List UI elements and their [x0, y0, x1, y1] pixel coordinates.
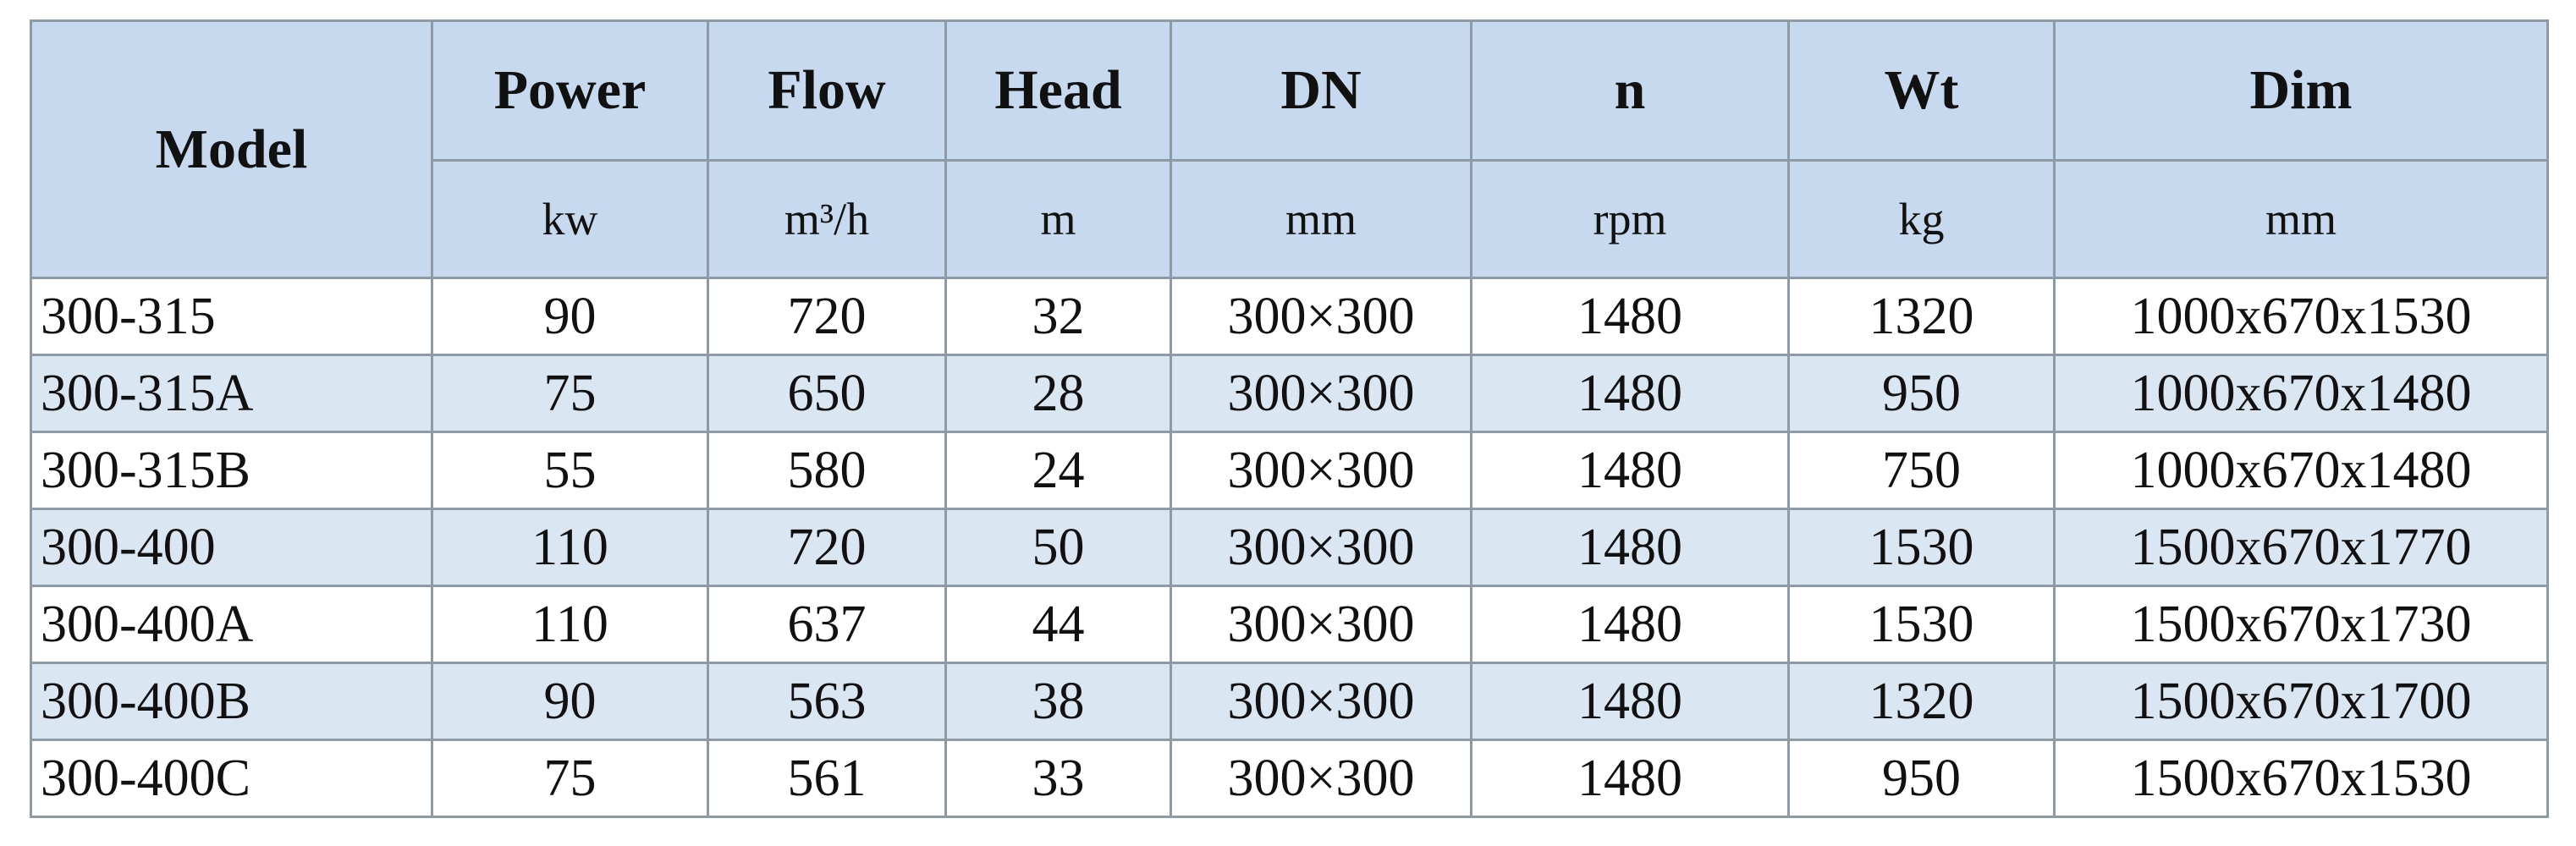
unit-header: kw: [431, 159, 709, 279]
table-cell: 1500x670x1730: [2053, 585, 2549, 664]
table-cell: 300-315: [30, 277, 433, 356]
table-row: 300-315B 55 580 24 300×300 1480 750 1000x670x14…: [30, 431, 2549, 510]
table-header: Model Power Flow Head DN n Wt Dim kw m³/h m mm rpm k…: [30, 19, 2549, 279]
table-row: 300-315A 75 650 28 300×300 1480 950 1000x670x14…: [30, 354, 2549, 433]
table-cell: 720: [707, 277, 947, 356]
unit-header: rpm: [1470, 159, 1790, 279]
table-cell: 28: [944, 354, 1172, 433]
table-row: 300-315 90 720 32 300×300 1480 1320 1000x670x15…: [30, 277, 2549, 356]
table-cell: 1500x670x1770: [2053, 508, 2549, 587]
table-cell: 110: [431, 585, 709, 664]
table-cell: 1480: [1470, 585, 1790, 664]
column-header: n: [1470, 19, 1790, 162]
unit-header: mm: [2053, 159, 2549, 279]
table-cell: 300-315B: [30, 431, 433, 510]
table-cell: 720: [707, 508, 947, 587]
table-cell: 75: [431, 354, 709, 433]
table-cell: 300×300: [1170, 431, 1472, 510]
table-cell: 110: [431, 508, 709, 587]
table-cell: 950: [1787, 739, 2056, 818]
table-cell: 1480: [1470, 354, 1790, 433]
table-row: 300-400B 90 563 38 300×300 1480 1320 1500x670x1…: [30, 662, 2549, 741]
table-cell: 90: [431, 277, 709, 356]
table-cell: 90: [431, 662, 709, 741]
table-cell: 300-400C: [30, 739, 433, 818]
table-cell: 563: [707, 662, 947, 741]
table-cell: 650: [707, 354, 947, 433]
column-header: Dim: [2053, 19, 2549, 162]
column-header: Power: [431, 19, 709, 162]
table-cell: 300-400B: [30, 662, 433, 741]
table-cell: 33: [944, 739, 1172, 818]
table-cell: 300×300: [1170, 662, 1472, 741]
unit-header: mm: [1170, 159, 1472, 279]
header-row: Model Power Flow Head DN n Wt Dim: [30, 19, 2549, 279]
table-cell: 50: [944, 508, 1172, 587]
table-cell: 1500x670x1700: [2053, 662, 2549, 741]
table-cell: 32: [944, 277, 1172, 356]
table-cell: 1000x670x1530: [2053, 277, 2549, 356]
column-header: DN: [1170, 19, 1472, 162]
table-cell: 950: [1787, 354, 2056, 433]
table-cell: 1480: [1470, 662, 1790, 741]
table-cell: 1480: [1470, 431, 1790, 510]
table-cell: 300×300: [1170, 277, 1472, 356]
table-cell: 24: [944, 431, 1172, 510]
table-cell: 1480: [1470, 277, 1790, 356]
table-cell: 750: [1787, 431, 2056, 510]
table-cell: 300-400: [30, 508, 433, 587]
table-cell: 580: [707, 431, 947, 510]
table-row: 300-400C 75 561 33 300×300 1480 950 1500x670x15…: [30, 739, 2549, 818]
table-cell: 300×300: [1170, 585, 1472, 664]
table-cell: 1000x670x1480: [2053, 354, 2549, 433]
table-cell: 637: [707, 585, 947, 664]
column-header: Wt: [1787, 19, 2056, 162]
table-cell: 300×300: [1170, 508, 1472, 587]
table-cell: 1480: [1470, 739, 1790, 818]
unit-header: m³/h: [707, 159, 947, 279]
units-row: kw m³/h m mm rpm kg mm: [31, 159, 2549, 279]
table-cell: 55: [431, 431, 709, 510]
table-cell: 300×300: [1170, 739, 1472, 818]
table-cell: 38: [944, 662, 1172, 741]
table-row: 300-400 110 720 50 300×300 1480 1530 1500x670x1…: [30, 508, 2549, 587]
table-cell: 300-400A: [30, 585, 433, 664]
spec-table: Model Power Flow Head DN n Wt Dim kw m³/h m mm rpm k…: [30, 19, 2549, 818]
column-header: Model: [30, 19, 433, 279]
unit-header: kg: [1787, 159, 2056, 279]
table-cell: 75: [431, 739, 709, 818]
unit-header: m: [944, 159, 1172, 279]
table-body: 300-315 90 720 32 300×300 1480 1320 1000x670x15…: [30, 277, 2549, 818]
column-header: Flow: [707, 19, 947, 162]
table-cell: 1530: [1787, 585, 2056, 664]
table-cell: 1000x670x1480: [2053, 431, 2549, 510]
table-cell: 300-315A: [30, 354, 433, 433]
table-row: 300-400A 110 637 44 300×300 1480 1530 1500x670x…: [30, 585, 2549, 664]
table-cell: 1320: [1787, 277, 2056, 356]
table-cell: 1500x670x1530: [2053, 739, 2549, 818]
table-cell: 1320: [1787, 662, 2056, 741]
column-header: Head: [944, 19, 1172, 162]
table-cell: 1480: [1470, 508, 1790, 587]
table-cell: 1530: [1787, 508, 2056, 587]
table-cell: 44: [944, 585, 1172, 664]
table-cell: 300×300: [1170, 354, 1472, 433]
table-cell: 561: [707, 739, 947, 818]
